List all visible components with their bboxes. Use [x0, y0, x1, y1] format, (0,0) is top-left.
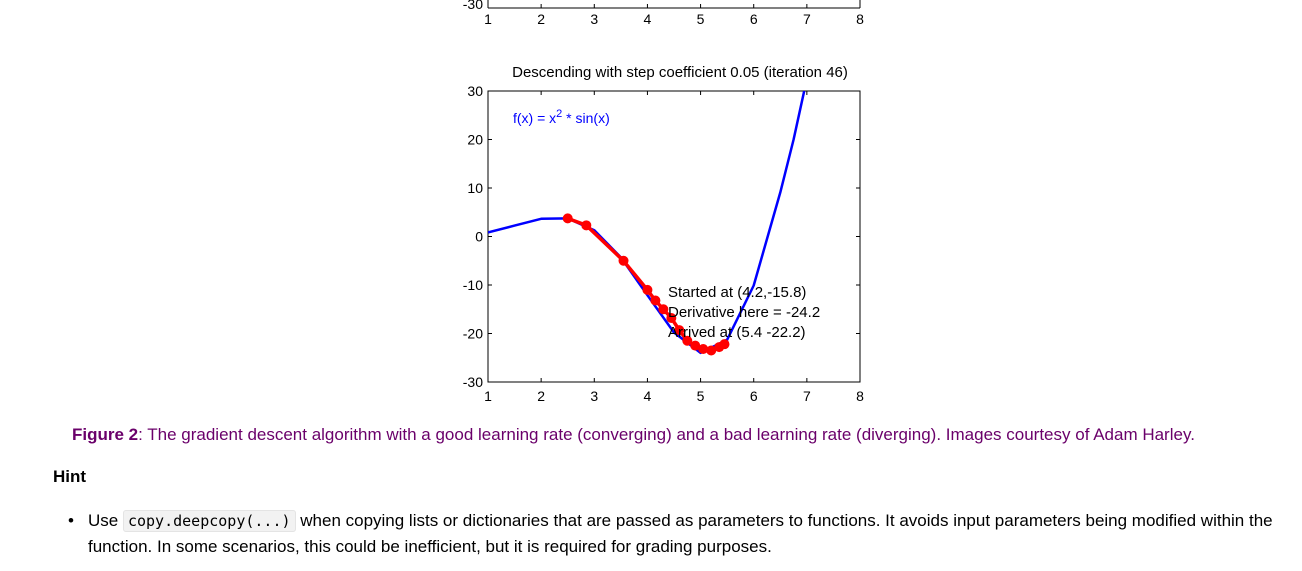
- x-tick-label: 8: [856, 388, 864, 404]
- descent-point: [719, 339, 730, 350]
- y-tick-label: 0: [475, 229, 483, 245]
- annotation-line: Started at (4.2,-15.8): [668, 284, 806, 301]
- x-tick-label: 5: [697, 388, 705, 404]
- descent-point: [581, 220, 592, 231]
- top-plot-x-tick-label: 6: [750, 11, 758, 27]
- descent-point: [698, 344, 709, 355]
- descent-point: [650, 295, 661, 306]
- y-tick-label: 30: [467, 83, 483, 99]
- x-tick-label: 2: [537, 388, 545, 404]
- chart-svg: Descending with step coefficient 0.05 (i…: [463, 64, 864, 404]
- descent-point: [674, 325, 685, 336]
- hint-list-item: • Use copy.deepcopy(...) when copying lis…: [68, 508, 1278, 560]
- top-plot-x-tick-label: 8: [856, 11, 864, 27]
- y-tick-label: -10: [463, 277, 483, 293]
- x-tick-label: 4: [644, 388, 652, 404]
- top-plot-x-tick-label: 4: [644, 11, 652, 27]
- top-plot-x-tick-label: 7: [803, 11, 811, 27]
- x-tick-label: 1: [484, 388, 492, 404]
- descent-point: [618, 255, 629, 266]
- y-tick-label: -30: [463, 374, 483, 390]
- descent-point: [658, 304, 669, 315]
- annotation-line: Derivative here = -24.2: [668, 304, 820, 321]
- bullet-icon: •: [68, 511, 74, 530]
- figure-caption: Figure 2: The gradient descent algorithm…: [72, 425, 1272, 445]
- function-label: f(x) = x2 * sin(x): [513, 108, 610, 126]
- function-label-exponent: 2: [556, 108, 562, 120]
- descent-point: [706, 345, 717, 356]
- top-plot-fragment: -30 1 2 3 4 5 6 7 8: [448, 0, 878, 32]
- function-curve: [488, 91, 806, 355]
- descent-point: [666, 312, 677, 323]
- descent-point: [642, 284, 653, 295]
- chart-title: Descending with step coefficient 0.05 (i…: [512, 64, 848, 81]
- top-plot-svg: -301 2 3 4 5 6 7 8: [463, 0, 864, 27]
- figure-caption-text: : The gradient descent algorithm with a …: [138, 425, 1195, 444]
- top-plot-y-tick-label: -30: [463, 0, 483, 12]
- figure-label: Figure 2: [72, 425, 139, 444]
- hint-suffix: when copying lists or dictionaries that …: [88, 511, 1273, 556]
- descent-point: [682, 335, 693, 346]
- descent-point: [562, 213, 573, 224]
- y-tick-label: 10: [467, 180, 483, 196]
- top-plot-x-tick-label: 3: [590, 11, 598, 27]
- hint-prefix: Use: [88, 511, 123, 530]
- hint-list: • Use copy.deepcopy(...) when copying lis…: [68, 508, 1278, 560]
- annotation-line: Arrived at (5.4 -22.2): [668, 324, 806, 341]
- x-tick-label: 3: [590, 388, 598, 404]
- y-tick-label: -20: [463, 326, 483, 342]
- function-label-suffix: * sin(x): [562, 110, 609, 126]
- deepcopy-code: copy.deepcopy(...): [122, 510, 296, 532]
- top-plot-x-tick-label: 2: [537, 11, 545, 27]
- top-plot-x-tick-label: 5: [697, 11, 705, 27]
- top-plot-x-tick-label: 1: [484, 11, 492, 27]
- x-tick-label: 6: [750, 388, 758, 404]
- descent-point: [690, 340, 701, 351]
- x-tick-label: 7: [803, 388, 811, 404]
- hint-heading: Hint: [53, 467, 87, 486]
- y-tick-label: 20: [467, 132, 483, 148]
- gradient-descent-chart: Descending with step coefficient 0.05 (i…: [448, 55, 888, 410]
- plot-area: [488, 91, 806, 356]
- function-label-base: f(x) = x: [513, 110, 556, 126]
